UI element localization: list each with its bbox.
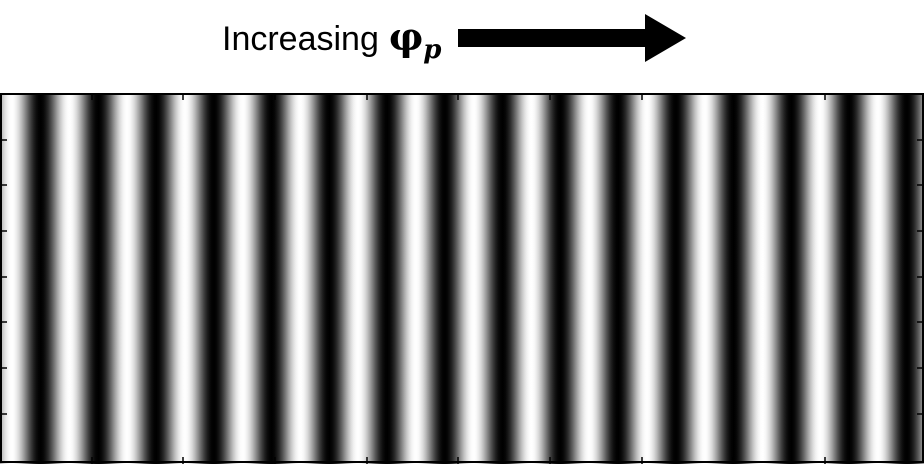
caption-text: Increasing <box>222 20 379 58</box>
phi-subscript: p <box>423 35 442 65</box>
fringe-fill <box>0 93 924 464</box>
right-arrow-icon <box>458 14 686 62</box>
caption: Increasing φ p <box>222 14 442 65</box>
phi-symbol: φ <box>388 14 424 59</box>
arrow-shape <box>458 14 686 62</box>
pattern-frame <box>0 93 924 463</box>
fringe-pattern <box>0 93 924 464</box>
